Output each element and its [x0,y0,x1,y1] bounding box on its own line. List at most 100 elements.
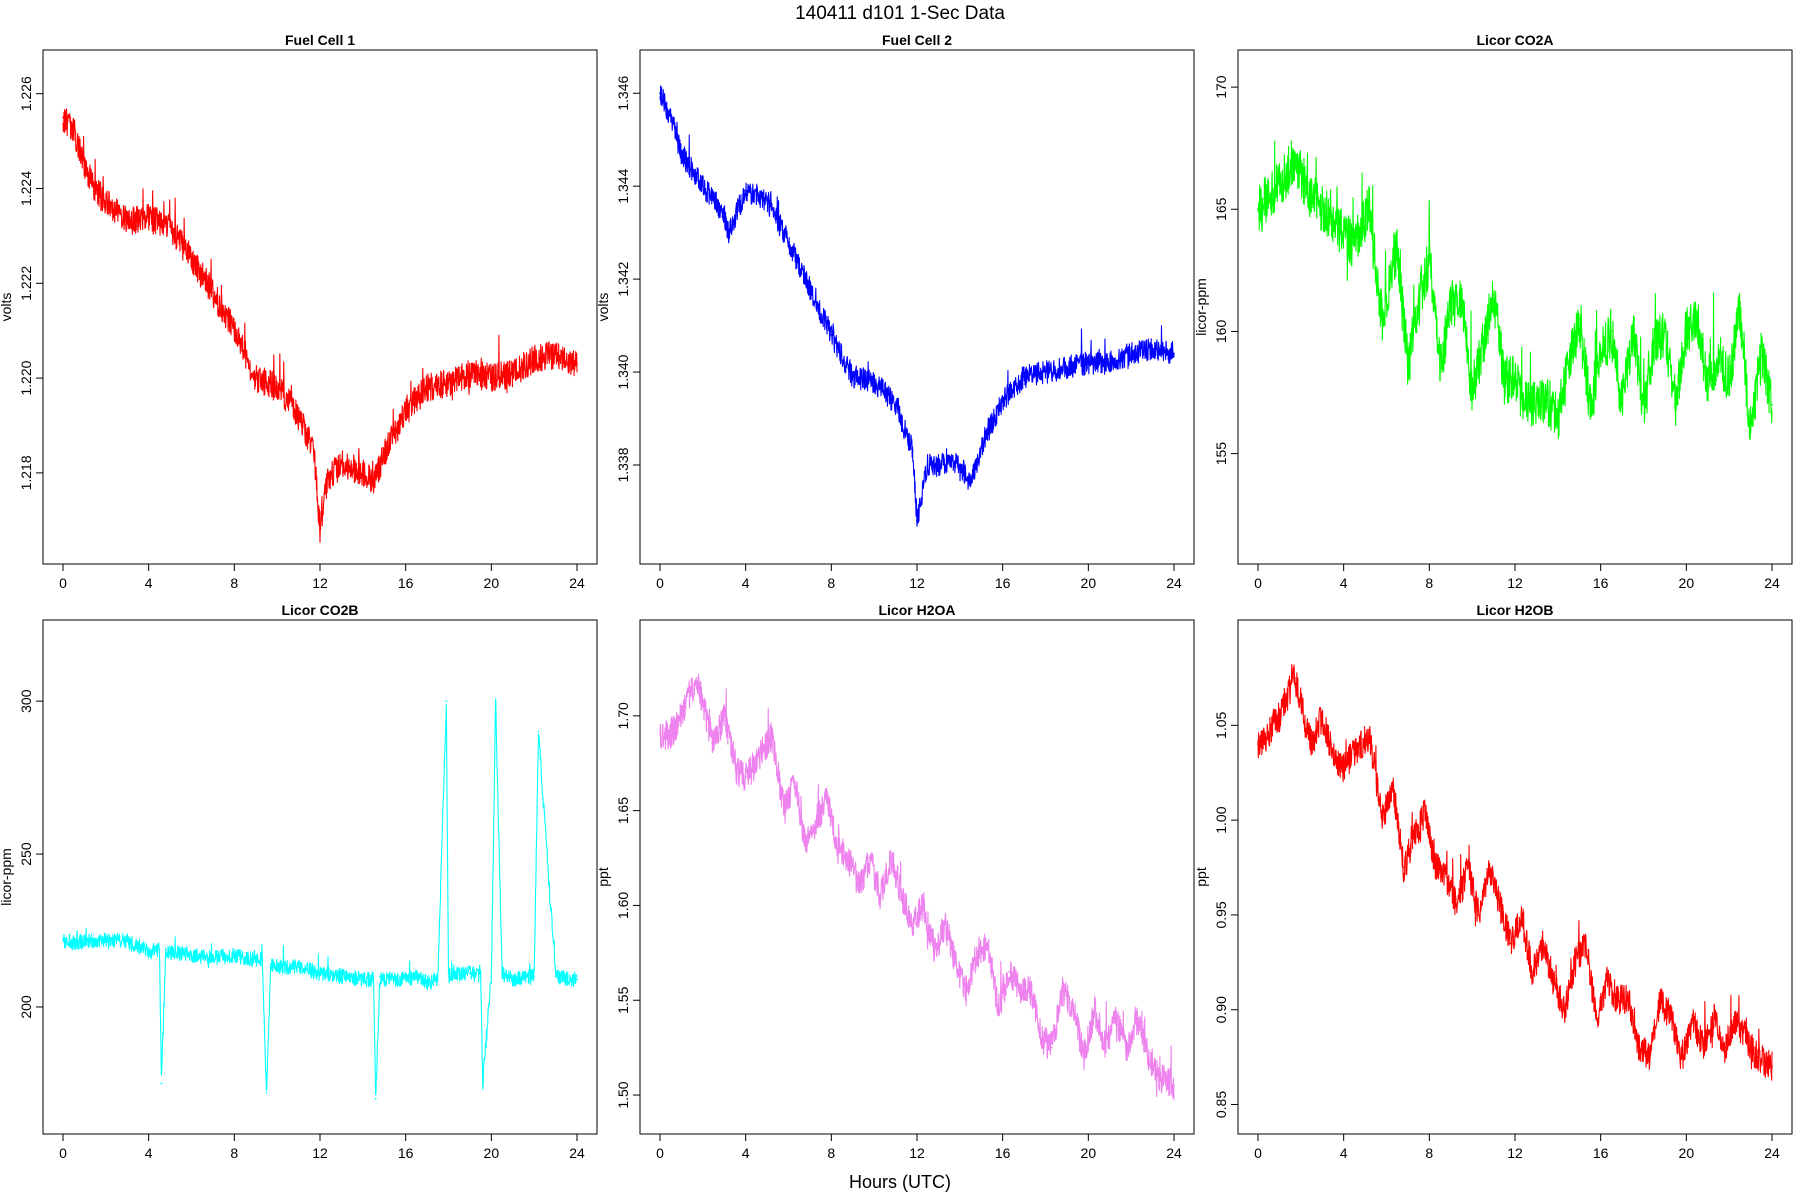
series-line [659,85,1175,527]
data-point [873,380,876,383]
data-point [233,329,236,332]
x-tick-label: 16 [1593,575,1609,591]
data-point [976,951,978,954]
data-point [1535,403,1538,406]
y-tick-label: 1.226 [18,76,34,111]
chart-panel-2: Fuel Cell 2 0 4 8 12 16 20 24 1.338 1.340 1.342 1.3… [595,32,1195,591]
data-point [1257,208,1259,211]
data-point [701,185,704,188]
data-point [1173,1084,1175,1087]
data-point [1136,1018,1139,1021]
y-tick-label: 1.220 [18,360,34,395]
data-point [659,92,661,95]
data-point [212,291,214,294]
data-point [1471,391,1474,394]
y-tick-label: 160 [1213,320,1229,344]
data-point [1353,245,1356,247]
data-point [297,415,300,417]
series-line [62,698,578,1096]
data-point [1616,999,1619,1002]
data-point [1023,375,1025,378]
data-point [511,372,514,375]
data-point [1691,1018,1694,1021]
data-point [1001,399,1004,401]
data-point [1509,942,1512,945]
data-point [1083,1056,1085,1059]
data-point [1460,293,1463,296]
data-point [533,358,536,361]
data-point [1407,367,1409,369]
data-point [1072,1008,1075,1011]
data-point [340,975,343,978]
data-point [723,714,726,717]
x-tick-label: 12 [1507,575,1523,591]
x-tick-label: 8 [827,575,835,591]
data-point [1702,1046,1705,1049]
x-tick-label: 24 [1166,575,1182,591]
data-point [766,199,768,202]
y-tick-label: 155 [1213,442,1229,466]
data-point [1278,183,1281,186]
x-tick-label: 4 [742,575,750,591]
data-point [1029,989,1032,992]
x-tick-label: 20 [1081,575,1097,591]
data-point [1728,379,1731,382]
data-point [576,362,578,365]
data-point [1439,367,1441,369]
data-point [1563,1008,1566,1011]
data-point [372,481,375,484]
data-point [1087,361,1090,364]
data-point [1514,379,1516,382]
data-point [1417,306,1420,308]
data-point [1745,1037,1748,1040]
data-point [554,353,557,356]
y-axis-label: licor-ppm [0,848,14,906]
data-point [276,966,279,969]
chart-panel-5: Licor H2OA 0 4 8 12 16 20 24 1.50 1.55 1.60 1.65 1.7… [595,602,1195,1161]
data-point [447,381,450,384]
y-tick-label: 1.344 [615,168,631,203]
x-tick-label: 12 [1507,1145,1523,1161]
chart-panel-4: Licor CO2B 0 4 8 12 16 20 24 200 250 300 licor-ppm [0,602,598,1161]
y-tick-label: 1.65 [615,797,631,824]
data-point [958,464,961,466]
data-point [1293,159,1296,162]
y-tick-label: 1.05 [1213,711,1229,738]
data-point [1749,428,1752,431]
data-point [1713,1018,1716,1021]
data-point [1631,330,1634,333]
data-point [1488,866,1491,869]
x-tick-label: 16 [1593,1145,1609,1161]
series-line [1257,140,1773,440]
y-tick-label: 1.338 [615,447,631,482]
data-point [736,771,738,774]
data-point [712,743,715,746]
data-point [1104,1046,1107,1049]
x-tick-label: 8 [230,575,238,591]
data-point [1653,342,1656,345]
data-point [1108,361,1111,364]
data-point [1278,714,1281,717]
data-point [190,258,193,261]
data-point [319,972,321,975]
data-point [554,975,557,978]
data-point [1499,904,1501,907]
data-point [1610,330,1613,333]
data-point [445,700,448,703]
chart-title: Licor CO2A [1476,32,1553,48]
x-tick-label: 8 [827,1145,835,1161]
data-point [787,241,790,243]
data-point [858,885,861,888]
y-axis-label: licor-ppm [1193,278,1209,336]
data-point [1402,866,1405,869]
data-point [1760,354,1763,357]
data-point [937,464,940,466]
data-point [1664,330,1666,333]
data-point [126,220,129,223]
data-point [1368,208,1371,211]
data-point [1125,1046,1128,1049]
data-point [447,975,450,978]
data-point [911,450,914,452]
x-tick-label: 0 [1254,1145,1262,1161]
x-tick-label: 16 [995,575,1011,591]
